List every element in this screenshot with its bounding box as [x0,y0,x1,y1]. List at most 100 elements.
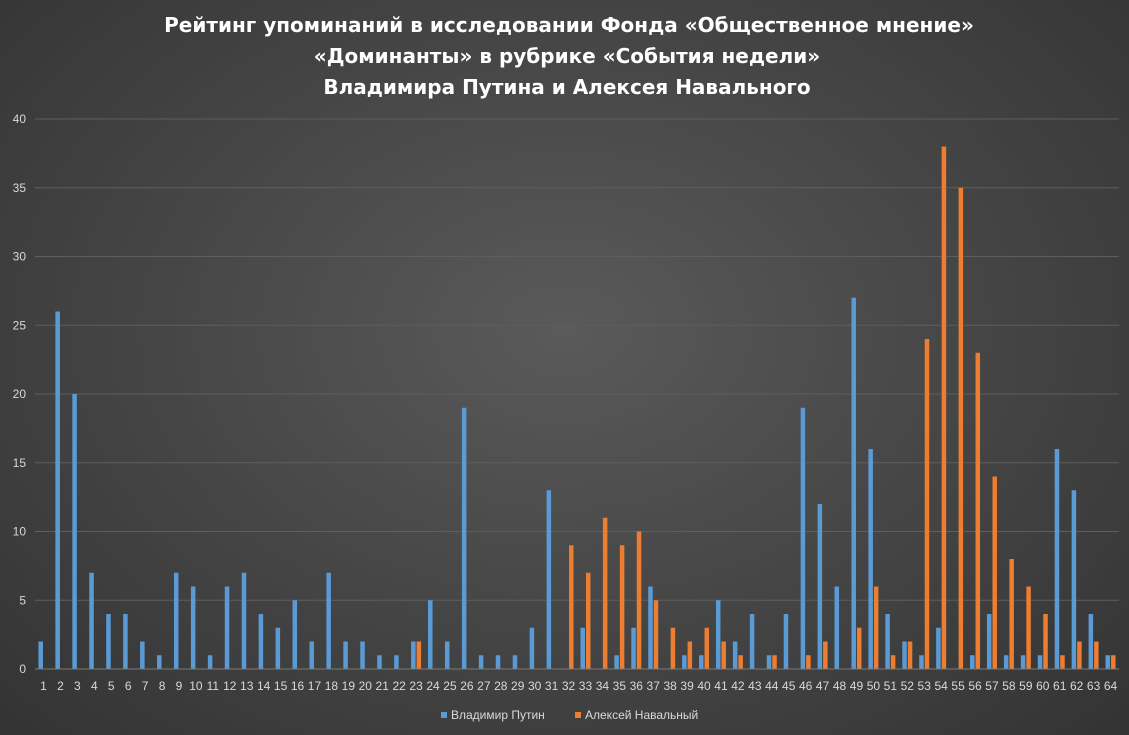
x-tick-label: 14 [257,679,271,693]
bar-putin [766,655,772,669]
bar-navalny [958,187,964,669]
x-tick-label: 40 [697,679,711,693]
gridlines [35,118,1119,601]
y-tick-label: 10 [13,525,27,539]
x-tick-label: 50 [867,679,881,693]
bar-putin [72,394,77,669]
x-tick-label: 16 [291,679,305,693]
x-tick-label: 7 [142,679,149,693]
x-tick-label: 12 [223,679,237,693]
x-tick-label: 61 [1053,679,1067,693]
bar-putin [106,614,111,669]
bar-putin [258,614,264,669]
y-tick-label: 0 [19,662,26,676]
bar-putin [241,572,247,669]
x-tick-label: 52 [901,679,915,693]
bar-putin [377,655,382,669]
bar-navalny [924,339,930,669]
bar-navalny [1077,641,1082,669]
x-tick-label: 59 [1019,679,1033,693]
x-tick-label: 51 [884,679,898,693]
y-tick-label: 30 [13,250,27,264]
bar-putin [394,655,399,669]
bar-navalny [1111,655,1116,669]
x-tick-label: 41 [714,679,728,693]
bar-putin [123,614,128,669]
bar-putin [495,655,501,669]
bar-putin [986,614,992,669]
x-tick-label: 46 [799,679,813,693]
bar-putin [38,641,43,669]
bar-putin [1071,490,1077,669]
bar-putin [885,614,890,669]
x-tick-label: 22 [392,679,406,693]
x-tick-label: 56 [968,679,982,693]
bar-putin [546,490,552,669]
bar-putin [309,641,314,669]
x-tick-label: 53 [918,679,932,693]
x-tick-label: 20 [359,679,373,693]
legend-swatch [441,712,447,718]
bar-navalny [670,627,676,669]
bar-navalny [941,146,947,669]
bar-putin [1088,614,1094,669]
x-tick-label: 47 [816,679,830,693]
bar-putin [224,586,230,669]
bar-putin [512,655,518,669]
bar-putin [1037,655,1043,669]
bar-putin [715,600,721,669]
bar-putin [732,641,738,669]
y-axis-tick-labels: 0 5 10 15 20 25 30 35 40 [13,112,27,676]
legend-label: Владимир Путин [451,708,545,722]
bar-navalny [1026,586,1031,669]
bar-putin [851,297,856,669]
x-tick-label: 49 [850,679,864,693]
bar-putin [55,311,60,669]
bar-putin [749,614,755,669]
x-tick-label: 17 [308,679,322,693]
bar-navalny [873,586,879,669]
bar-putin [461,407,467,669]
x-tick-label: 19 [342,679,356,693]
x-tick-label: 48 [833,679,847,693]
bar-navalny [806,655,811,669]
bar-putin [648,586,653,669]
y-tick-label: 25 [13,318,27,332]
bar-navalny [619,545,625,669]
x-tick-label: 4 [91,679,98,693]
x-tick-label: 64 [1104,679,1118,693]
bar-navalny [1009,559,1014,669]
y-tick-label: 20 [13,387,27,401]
bar-putin [444,641,450,669]
bar-putin [817,504,823,669]
bar-putin [834,586,840,669]
bar-putin [580,627,585,669]
bar-navalny [636,531,642,669]
bar-putin [173,572,179,669]
bar-putin [411,641,416,669]
y-tick-label: 5 [19,593,26,607]
bar-putin [1003,655,1009,669]
x-tick-label: 44 [765,679,779,693]
x-tick-label: 36 [630,679,644,693]
bar-navalny [416,641,422,669]
x-tick-label: 60 [1036,679,1050,693]
y-tick-label: 15 [13,456,27,470]
bar-putin [1105,655,1111,669]
y-tick-label: 35 [13,181,27,195]
bar-putin [970,655,975,669]
bar-navalny [687,641,693,669]
x-tick-label: 58 [1002,679,1016,693]
bar-navalny [992,476,997,669]
x-tick-label: 26 [460,679,474,693]
bar-navalny [585,572,591,669]
x-tick-label: 25 [443,679,457,693]
bar-putin [275,627,281,669]
bar-navalny [704,627,710,669]
x-tick-label: 9 [176,679,183,693]
bar-putin [1054,449,1060,669]
x-tick-label: 13 [240,679,254,693]
x-tick-label: 11 [207,679,220,693]
x-tick-label: 33 [579,679,593,693]
